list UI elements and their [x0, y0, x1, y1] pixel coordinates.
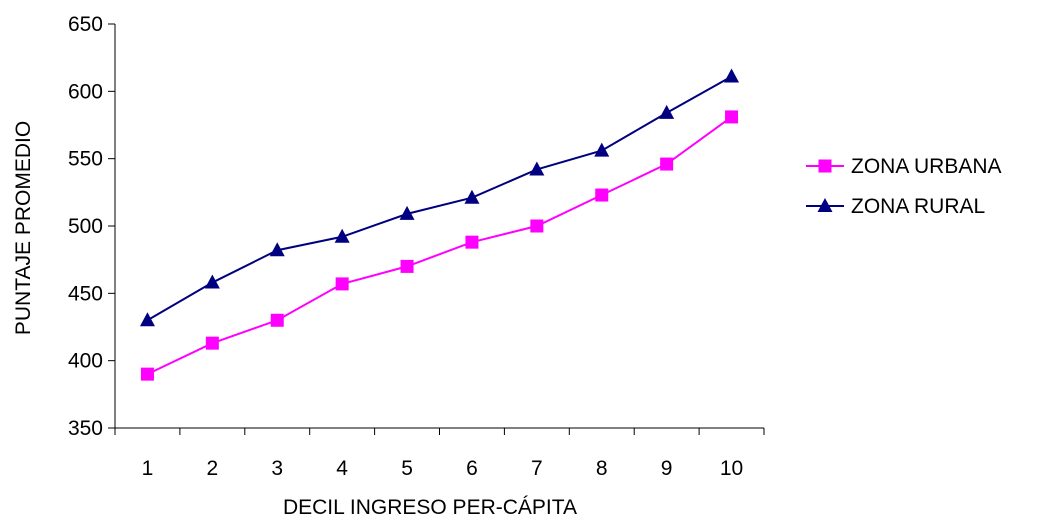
x-tick-label: 7: [531, 457, 543, 480]
y-tick-label: 650: [68, 13, 103, 36]
x-tick-label: 8: [596, 457, 608, 480]
x-tick-label: 5: [401, 457, 413, 480]
data-point-triangle: [334, 228, 350, 243]
x-axis: 1 2 3 4 5 6 7 8 9 10: [114, 427, 765, 480]
series-line: [147, 116, 733, 376]
y-axis: 350 400 450 500 550 600 650: [68, 13, 116, 440]
series-1: [139, 68, 740, 327]
data-point-square: [335, 277, 349, 291]
legend-label: ZONA URBANA: [851, 155, 1002, 178]
y-axis-title: PUNTAJE PROMEDIO: [12, 121, 35, 335]
y-tick-label: 350: [68, 417, 103, 440]
y-tick-label: 500: [68, 215, 103, 238]
data-point-triangle: [269, 242, 285, 257]
y-tick-label: 550: [68, 148, 103, 171]
x-tick-label: 3: [271, 457, 283, 480]
y-tick-label: 400: [68, 350, 103, 373]
data-point-square: [140, 367, 154, 381]
x-tick-label: 1: [142, 457, 154, 480]
y-tick-label: 600: [68, 80, 103, 103]
x-tick-label: 4: [336, 457, 348, 480]
y-tick-label: 450: [68, 282, 103, 305]
series-0: [140, 110, 739, 381]
legend: ZONA URBANA ZONA RURAL: [806, 155, 1002, 218]
data-point-triangle: [399, 205, 415, 220]
x-tick-label: 9: [661, 457, 673, 480]
legend-item: ZONA RURAL: [806, 195, 985, 218]
data-point-triangle: [529, 161, 545, 176]
legend-label: ZONA RURAL: [851, 195, 985, 218]
series-group: [139, 68, 740, 381]
data-point-triangle: [817, 198, 833, 212]
x-tick-label: 6: [466, 457, 478, 480]
series-line: [146, 75, 733, 322]
x-tick-label: 2: [207, 457, 219, 480]
data-point-square: [205, 336, 219, 350]
data-point-triangle: [464, 189, 480, 204]
data-point-triangle: [594, 142, 610, 157]
data-point-square: [400, 259, 414, 273]
data-point-square: [660, 157, 674, 171]
data-point-square: [818, 159, 832, 173]
data-point-square: [595, 188, 609, 202]
data-point-triangle: [724, 68, 740, 83]
data-point-square: [530, 219, 544, 233]
legend-item: ZONA URBANA: [806, 155, 1002, 178]
data-point-square: [725, 110, 739, 124]
data-point-triangle: [139, 312, 155, 327]
data-point-square: [270, 313, 284, 327]
x-tick-label: 10: [720, 457, 743, 480]
data-point-square: [465, 235, 479, 249]
data-point-triangle: [204, 274, 220, 289]
data-point-triangle: [659, 104, 675, 119]
x-axis-title: DECIL INGRESO PER-CÁPITA: [283, 496, 577, 519]
